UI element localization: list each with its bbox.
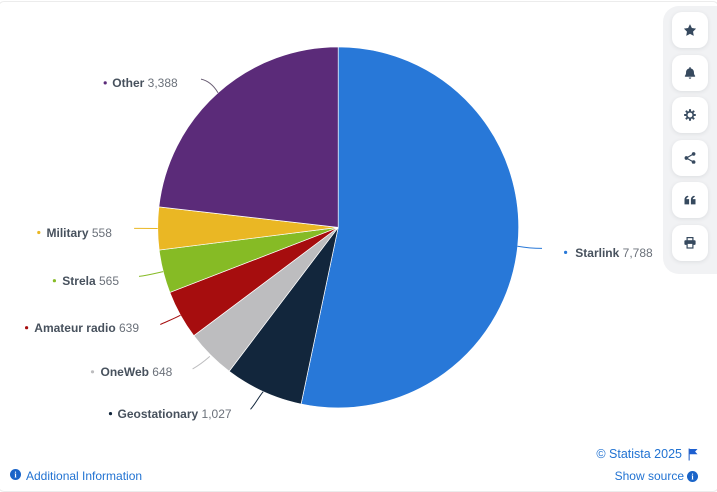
svg-text:Geostationary 1,027: Geostationary 1,027 <box>118 407 232 421</box>
svg-text:Starlink 7,788: Starlink 7,788 <box>575 246 653 260</box>
svg-text:Other 3,388: Other 3,388 <box>112 76 178 90</box>
svg-text:Strela 565: Strela 565 <box>62 274 119 288</box>
svg-text:Military 558: Military 558 <box>47 226 113 240</box>
svg-text:Amateur radio 639: Amateur radio 639 <box>34 321 139 335</box>
svg-text:OneWeb 648: OneWeb 648 <box>101 365 173 379</box>
svg-text:i: i <box>14 470 17 479</box>
svg-text:i: i <box>691 472 694 481</box>
